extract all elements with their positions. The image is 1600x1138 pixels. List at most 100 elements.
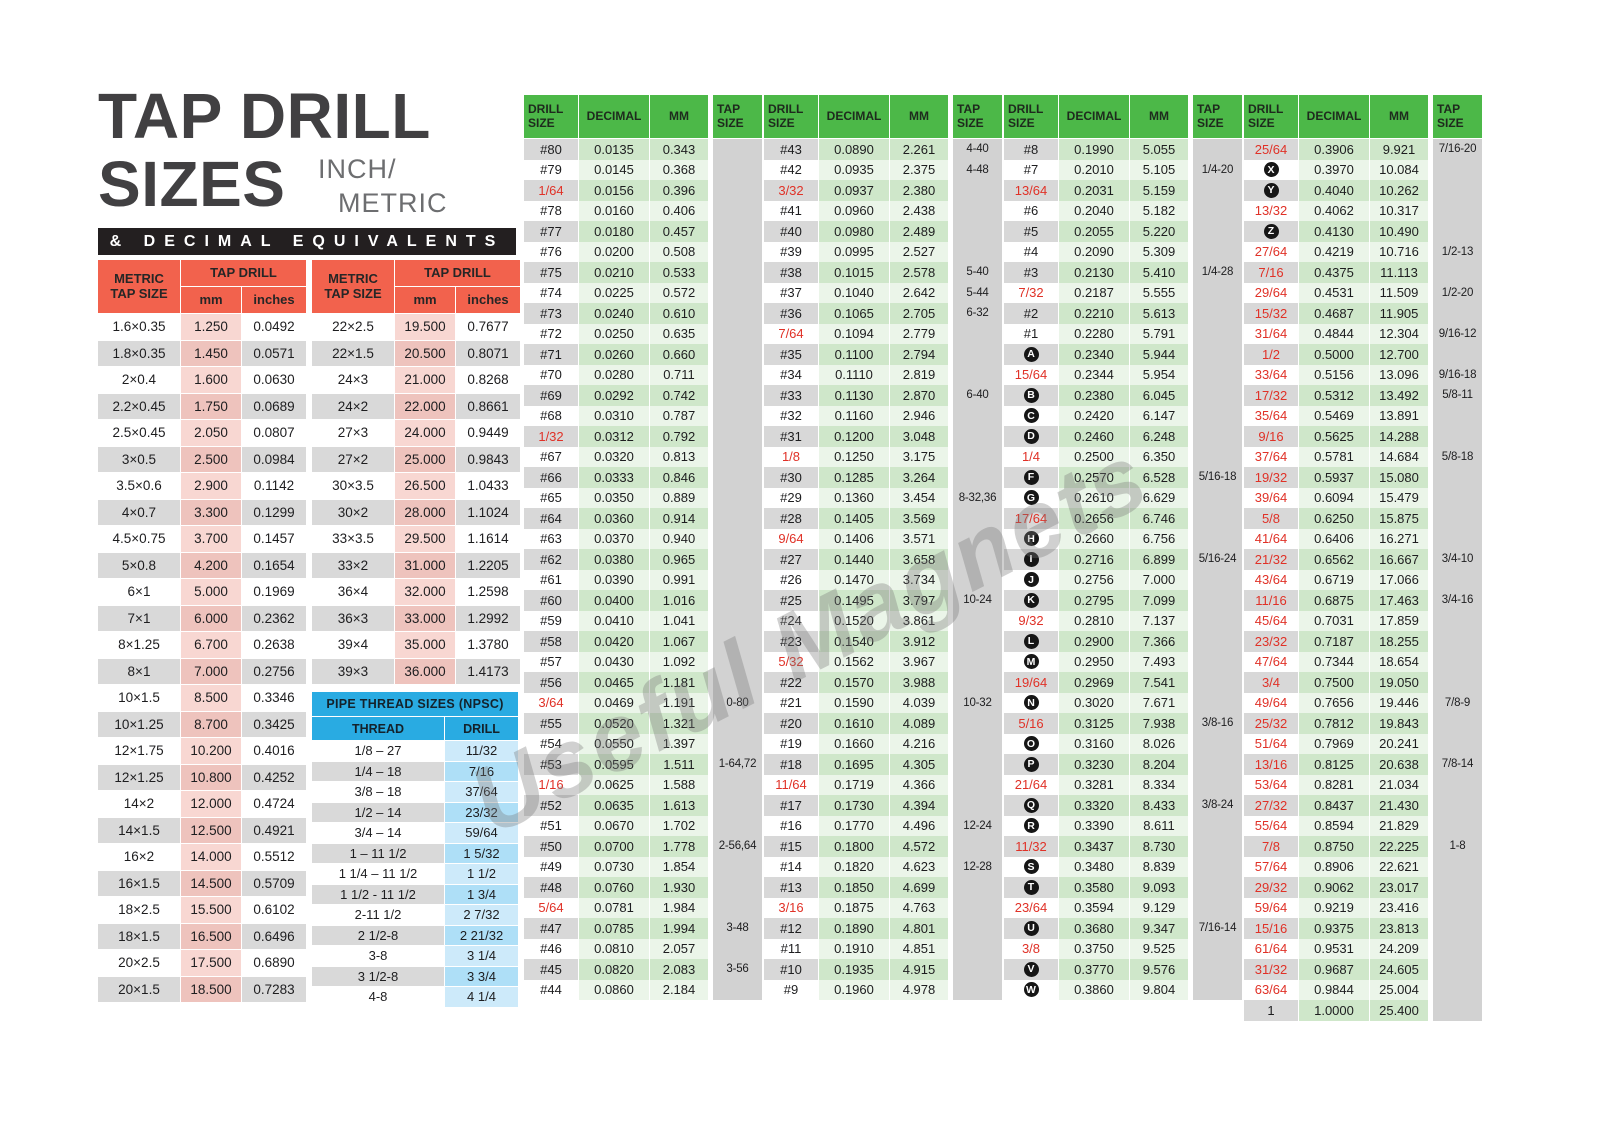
decimal-cell: 0.1360 xyxy=(819,487,889,508)
decimal-cell: 0.4531 xyxy=(1299,282,1369,303)
tap-size-header: TAP SIZE xyxy=(709,95,762,139)
decimal-cell: 0.9844 xyxy=(1299,979,1369,1000)
drill-size-cell: #35 xyxy=(764,344,818,365)
tap-size-cell xyxy=(709,979,762,1000)
mm-cell: 9.576 xyxy=(1130,959,1188,980)
metric-mm-cell: 21.000 xyxy=(395,367,455,393)
decimal-cell: 0.6875 xyxy=(1299,590,1369,611)
letter-drill-badge: Z xyxy=(1263,223,1279,239)
tap-size-cell xyxy=(709,405,762,426)
letter-drill-badge: B xyxy=(1023,387,1039,403)
letter-drill-badge: F xyxy=(1023,469,1039,485)
mm-cell: 2.057 xyxy=(650,938,708,959)
tap-size-cell: 5/16-18 xyxy=(1189,467,1242,488)
decimal-cell: 0.3770 xyxy=(1059,959,1129,980)
pipe-thread-cell: 2-11 1/2 xyxy=(312,905,444,925)
metric-inches-cell: 0.4016 xyxy=(242,738,306,764)
metric-mm-cell: 6.000 xyxy=(181,605,241,631)
mm-cell: 3.861 xyxy=(890,610,948,631)
decimal-cell: 0.1562 xyxy=(819,651,889,672)
drill-size-cell: #18 xyxy=(764,754,818,775)
drill-size-cell: Q xyxy=(1004,795,1058,816)
drill-size-cell: #29 xyxy=(764,487,818,508)
mm-cell: 21.430 xyxy=(1370,795,1428,816)
metric-inches-cell: 0.9843 xyxy=(456,446,520,472)
tap-size-cell xyxy=(1429,631,1482,652)
decimal-header: DECIMAL xyxy=(1299,95,1369,139)
metric-tap-size-cell: 10×1.25 xyxy=(98,711,180,737)
drill-size-cell: O xyxy=(1004,733,1058,754)
drill-size-cell: 31/64 xyxy=(1244,323,1298,344)
drill-size-cell: 5/16 xyxy=(1004,713,1058,734)
drill-size-cell: 23/64 xyxy=(1004,897,1058,918)
mm-cell: 1.778 xyxy=(650,836,708,857)
tap-size-cell: 12-24 xyxy=(949,815,1002,836)
tap-size-cell xyxy=(949,610,1002,631)
metric-tap-size-cell: 6×1 xyxy=(98,579,180,605)
tap-size-cell xyxy=(1189,344,1242,365)
mm-cell: 4.572 xyxy=(890,836,948,857)
decimal-cell: 1.0000 xyxy=(1299,1000,1369,1021)
mm-cell: 9.804 xyxy=(1130,979,1188,1000)
decimal-cell: 0.2031 xyxy=(1059,180,1129,201)
tap-size-cell xyxy=(949,323,1002,344)
metric-mm-cell: 31.000 xyxy=(395,552,455,578)
decimal-cell: 0.3580 xyxy=(1059,877,1129,898)
drill-size-cell: #75 xyxy=(524,262,578,283)
metric-mm-cell: 10.800 xyxy=(181,764,241,790)
decimal-cell: 0.3230 xyxy=(1059,754,1129,775)
mm-cell: 0.508 xyxy=(650,241,708,262)
drill-size-cell: S xyxy=(1004,856,1058,877)
letter-drill-badge: R xyxy=(1023,818,1039,834)
mm-header: MM xyxy=(890,95,948,139)
metric-tap-size-cell: 20×2.5 xyxy=(98,950,180,976)
mm-cell: 1.854 xyxy=(650,856,708,877)
letter-drill-badge: G xyxy=(1023,490,1039,506)
drill-size-cell: #37 xyxy=(764,282,818,303)
tap-size-cell xyxy=(1429,651,1482,672)
mm-cell: 2.527 xyxy=(890,241,948,262)
tap-size-cell xyxy=(1189,405,1242,426)
decimal-cell: 0.0160 xyxy=(579,200,649,221)
metric-tap-size-cell: 24×3 xyxy=(312,367,394,393)
mm-cell: 6.147 xyxy=(1130,405,1188,426)
mm-cell: 0.742 xyxy=(650,385,708,406)
tap-size-cell xyxy=(1189,733,1242,754)
drill-size-cell: #36 xyxy=(764,303,818,324)
drill-size-cell: #31 xyxy=(764,426,818,447)
tap-size-cell xyxy=(949,672,1002,693)
pipe-drill-cell: 4 1/4 xyxy=(445,987,518,1007)
decimal-cell: 0.2380 xyxy=(1059,385,1129,406)
tap-size-cell: 9/16-12 xyxy=(1429,323,1482,344)
tap-size-cell: 5/8-18 xyxy=(1429,446,1482,467)
pipe-thread-cell: 1/2 – 14 xyxy=(312,802,444,822)
mm-cell: 0.457 xyxy=(650,221,708,242)
pipe-drill-cell: 3 3/4 xyxy=(445,966,518,986)
pipe-thread-cell: 3-8 xyxy=(312,946,444,966)
mm-cell: 1.067 xyxy=(650,631,708,652)
drill-size-cell: 5/64 xyxy=(524,897,578,918)
tap-size-cell xyxy=(949,241,1002,262)
drill-size-cell: #15 xyxy=(764,836,818,857)
metric-inches-cell: 1.4173 xyxy=(456,658,520,684)
mm-cell: 9.129 xyxy=(1130,897,1188,918)
tap-size-cell: 5-40 xyxy=(949,262,1002,283)
decimal-cell: 0.2420 xyxy=(1059,405,1129,426)
tap-size-cell xyxy=(1189,959,1242,980)
decimal-cell: 0.1610 xyxy=(819,713,889,734)
mm-cell: 3.658 xyxy=(890,549,948,570)
mm-cell: 2.870 xyxy=(890,385,948,406)
pipe-thread-cell: 1 – 11 1/2 xyxy=(312,843,444,863)
mm-cell: 8.204 xyxy=(1130,754,1188,775)
metric-tap-size-cell: 8×1 xyxy=(98,658,180,684)
metric-inches-cell: 1.3780 xyxy=(456,632,520,658)
decimal-cell: 0.0350 xyxy=(579,487,649,508)
mm-cell: 3.797 xyxy=(890,590,948,611)
tap-size-cell xyxy=(1189,692,1242,713)
letter-drill-badge: D xyxy=(1023,428,1039,444)
drill-size-cell: #68 xyxy=(524,405,578,426)
decimal-cell: 0.2969 xyxy=(1059,672,1129,693)
drill-size-cell: L xyxy=(1004,631,1058,652)
tap-size-cell xyxy=(1429,713,1482,734)
decimal-cell: 0.0400 xyxy=(579,590,649,611)
